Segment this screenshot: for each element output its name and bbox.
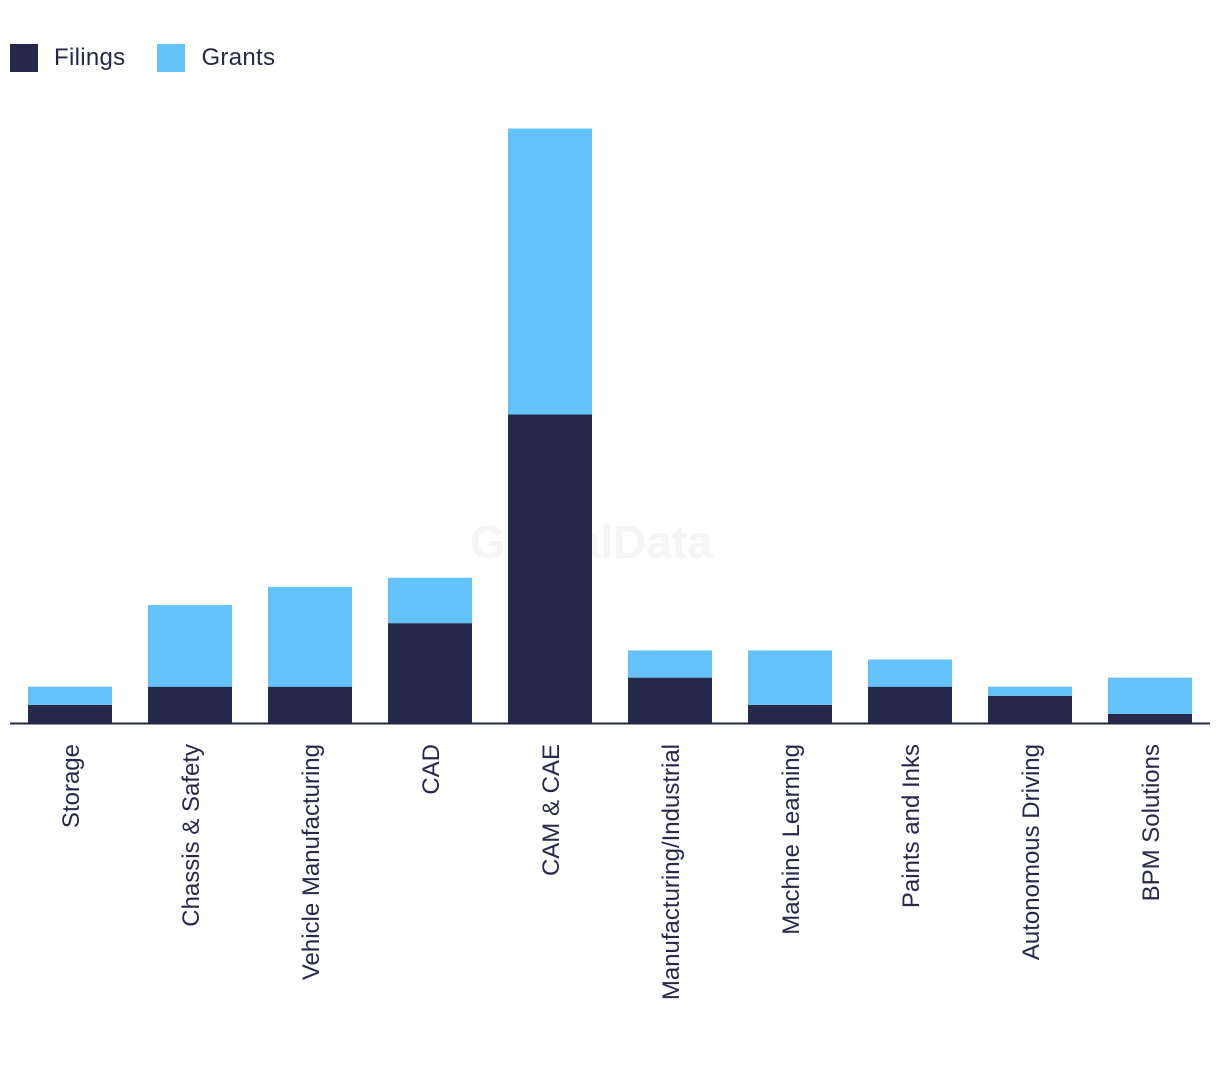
legend-swatch-grants bbox=[157, 44, 186, 72]
x-tick-label: Machine Learning bbox=[778, 744, 805, 935]
legend-label-filings: Filings bbox=[54, 44, 126, 71]
bar-grants-4 bbox=[508, 128, 592, 415]
x-tick-label: Storage bbox=[58, 744, 85, 828]
legend: Filings Grants bbox=[10, 44, 307, 72]
bar-grants-5 bbox=[628, 650, 712, 678]
bar-grants-0 bbox=[28, 686, 112, 705]
x-tick-label: CAD bbox=[418, 744, 445, 795]
bar-filings-1 bbox=[148, 686, 232, 723]
bar-filings-3 bbox=[388, 623, 472, 723]
x-tick-label: Chassis & Safety bbox=[178, 744, 205, 927]
bars-group bbox=[28, 128, 1192, 723]
x-tick-label: CAM & CAE bbox=[538, 744, 565, 876]
bar-filings-5 bbox=[628, 677, 712, 723]
bar-grants-9 bbox=[1108, 677, 1192, 714]
legend-item-filings: Filings bbox=[10, 44, 125, 72]
bar-filings-7 bbox=[868, 686, 952, 723]
x-tick-labels: Storage Chassis & Safety Vehicle Manufactu… bbox=[58, 744, 1165, 1000]
bar-grants-8 bbox=[988, 686, 1072, 696]
x-tick-label: Paints and Inks bbox=[898, 744, 925, 908]
bar-grants-2 bbox=[268, 586, 352, 687]
x-tick-label: Autonomous Driving bbox=[1018, 744, 1045, 960]
bar-grants-7 bbox=[868, 659, 952, 687]
x-tick-label: Manufacturing/Industrial bbox=[658, 744, 685, 1000]
bar-filings-8 bbox=[988, 695, 1072, 723]
x-tick-label: BPM Solutions bbox=[1138, 744, 1165, 901]
bar-filings-9 bbox=[1108, 713, 1192, 723]
bar-filings-2 bbox=[268, 686, 352, 723]
bar-grants-1 bbox=[148, 605, 232, 687]
bar-filings-6 bbox=[748, 704, 832, 723]
bar-filings-4 bbox=[508, 414, 592, 723]
x-tick-label: Vehicle Manufacturing bbox=[298, 744, 325, 980]
bar-grants-3 bbox=[388, 577, 472, 624]
legend-item-grants: Grants bbox=[157, 44, 275, 72]
bar-filings-0 bbox=[28, 704, 112, 723]
legend-label-grants: Grants bbox=[201, 44, 276, 71]
legend-swatch-filings bbox=[10, 44, 38, 72]
bar-grants-6 bbox=[748, 650, 832, 705]
